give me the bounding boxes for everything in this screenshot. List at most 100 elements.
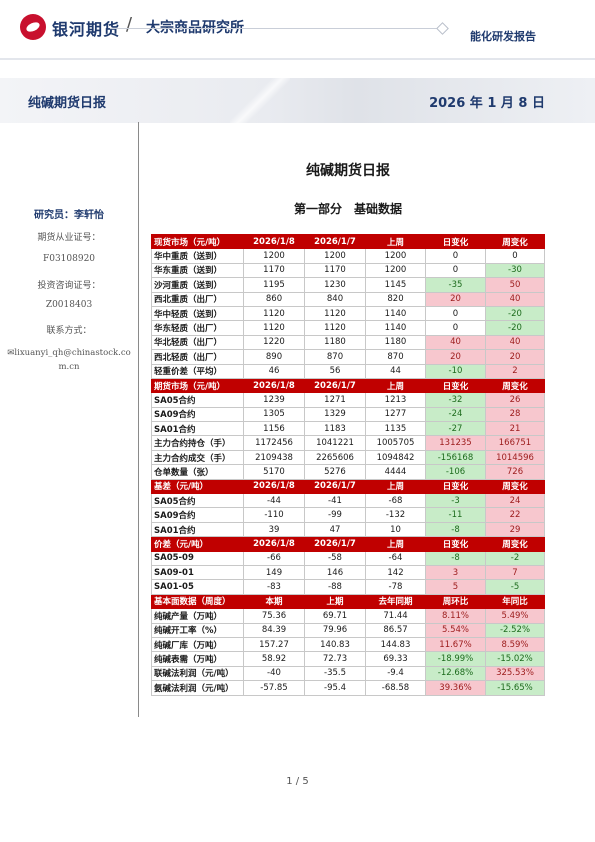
value-cell: 140.83 [304, 636, 366, 653]
value-cell: 86.57 [365, 622, 426, 638]
value-cell: 1277 [365, 406, 426, 423]
column-header: 2026/1/8 [243, 377, 305, 394]
value-cell: 1140 [365, 305, 426, 322]
change-cell-2: 1014596 [485, 449, 545, 466]
change-cell-1: -24 [425, 406, 486, 423]
value-cell: -57.85 [243, 680, 305, 696]
value-cell: 39 [243, 521, 305, 538]
change-cell-1: 5.54% [425, 622, 486, 638]
value-cell: 1120 [304, 320, 366, 336]
value-cell: 2109438 [243, 449, 305, 466]
section-header-row: 现货市场（元/吨） 2026/1/8 2026/1/7 上周 日变化 周变化 [151, 233, 545, 250]
value-cell: 1170 [304, 262, 366, 279]
value-cell: 5276 [304, 464, 366, 480]
column-header: 日变化 [425, 377, 486, 394]
section-title: 现货市场（元/吨） [151, 233, 244, 250]
value-cell: 1230 [304, 277, 366, 293]
value-cell: 146 [304, 564, 366, 581]
value-cell: 4444 [365, 464, 426, 480]
title-banner [0, 78, 595, 123]
change-cell-1: -8 [425, 521, 486, 538]
row-label: 纯碱开工率（%） [151, 622, 244, 638]
change-cell-1: 0 [425, 248, 486, 264]
email-address[interactable]: lixuanyi_qh@chinastock.com.cn [14, 348, 131, 372]
section-title: 基本面数据（周度） [151, 593, 244, 610]
value-cell: 1140 [365, 320, 426, 336]
change-cell-2: -20 [485, 305, 545, 322]
table-row: 联碱法利润（元/吨） -40 -35.5 -9.4 -12.68% 325.53% [151, 665, 545, 682]
change-cell-2: -5 [485, 579, 545, 595]
change-cell-2: -15.02% [485, 651, 545, 667]
value-cell: -35.5 [304, 665, 366, 682]
column-header: 2026/1/7 [304, 536, 366, 552]
value-cell: 1041221 [304, 435, 366, 451]
change-cell-1: 20 [425, 349, 486, 365]
table-row: SA09-01 149 146 142 3 7 [151, 564, 545, 581]
change-cell-1: -3 [425, 493, 486, 509]
value-cell: 1120 [304, 305, 366, 322]
table-row: 主力合约持仓（手） 1172456 1041221 1005705 131235 1667… [151, 435, 545, 451]
change-cell-1: 11.67% [425, 636, 486, 653]
value-cell: 860 [243, 291, 305, 307]
table-row: 纯碱产量（万吨） 75.36 69.71 71.44 8.11% 5.49% [151, 608, 545, 624]
section-title: 基差（元/吨） [151, 478, 244, 495]
value-cell: 47 [304, 521, 366, 538]
value-cell: 142 [365, 564, 426, 581]
value-cell: 1170 [243, 262, 305, 279]
change-cell-2: 5.49% [485, 608, 545, 624]
row-label: 华中重质（送到） [151, 248, 244, 264]
change-cell-2: 166751 [485, 435, 545, 451]
change-cell-2: -30 [485, 262, 545, 279]
change-cell-1: -156168 [425, 449, 486, 466]
table-row: 华北轻质（出厂） 1220 1180 1180 40 40 [151, 334, 545, 351]
value-cell: 1195 [243, 277, 305, 293]
value-cell: 149 [243, 564, 305, 581]
value-cell: 2265606 [304, 449, 366, 466]
change-cell-2: 29 [485, 521, 545, 538]
value-cell: 56 [304, 363, 366, 379]
header-divider [0, 58, 595, 60]
row-label: SA01-05 [151, 579, 244, 595]
table-row: SA05合约 -44 -41 -68 -3 24 [151, 493, 545, 509]
email-line[interactable]: ✉lixuanyi_qh@chinastock.com.cn [6, 346, 132, 374]
value-cell: 1200 [365, 262, 426, 279]
row-label: SA09-01 [151, 564, 244, 581]
change-cell-2: 26 [485, 392, 545, 408]
change-cell-2: 2 [485, 363, 545, 379]
table-row: 西北轻质（出厂） 890 870 870 20 20 [151, 349, 545, 365]
value-cell: 72.73 [304, 651, 366, 667]
table-row: 华中轻质（送到） 1120 1120 1140 0 -20 [151, 305, 545, 322]
change-cell-1: 3 [425, 564, 486, 581]
table-row: 主力合约成交（手） 2109438 2265606 1094842 -156168 101… [151, 449, 545, 466]
section-header-row: 基差（元/吨） 2026/1/8 2026/1/7 上周 日变化 周变化 [151, 478, 545, 495]
table-row: 氨碱法利润（元/吨） -57.85 -95.4 -68.58 39.36% -15.65% [151, 680, 545, 696]
column-header: 上周 [365, 536, 426, 552]
column-header: 上周 [365, 377, 426, 394]
value-cell: 840 [304, 291, 366, 307]
value-cell: -9.4 [365, 665, 426, 682]
change-cell-2: -15.65% [485, 680, 545, 696]
value-cell: 1329 [304, 406, 366, 423]
change-cell-2: 50 [485, 277, 545, 293]
value-cell: 1239 [243, 392, 305, 408]
table-row: 华中重质（送到） 1200 1200 1200 0 0 [151, 248, 545, 264]
row-label: 华东重质（送到） [151, 262, 244, 279]
section-header-row: 基本面数据（周度） 本期 上期 去年同期 周环比 年同比 [151, 593, 545, 610]
header-diamond-icon [436, 22, 449, 35]
banner-decor [230, 78, 290, 123]
table-row: SA05-09 -66 -58 -64 -8 -2 [151, 550, 545, 566]
change-cell-2: -2.52% [485, 622, 545, 638]
row-label: 纯碱厂库（万吨） [151, 636, 244, 653]
row-label: 西北重质（出厂） [151, 291, 244, 307]
change-cell-1: 20 [425, 291, 486, 307]
value-cell: 58.92 [243, 651, 305, 667]
value-cell: 1200 [304, 248, 366, 264]
column-header: 上期 [304, 593, 366, 610]
change-cell-2: 28 [485, 406, 545, 423]
change-cell-1: 8.11% [425, 608, 486, 624]
row-label: 沙河重质（送到） [151, 277, 244, 293]
row-label: SA01合约 [151, 421, 244, 437]
basic-data-table: 现货市场（元/吨） 2026/1/8 2026/1/7 上周 日变化 周变化 华中重质（送到… [151, 233, 545, 696]
change-cell-2: 0 [485, 248, 545, 264]
value-cell: 1094842 [365, 449, 426, 466]
